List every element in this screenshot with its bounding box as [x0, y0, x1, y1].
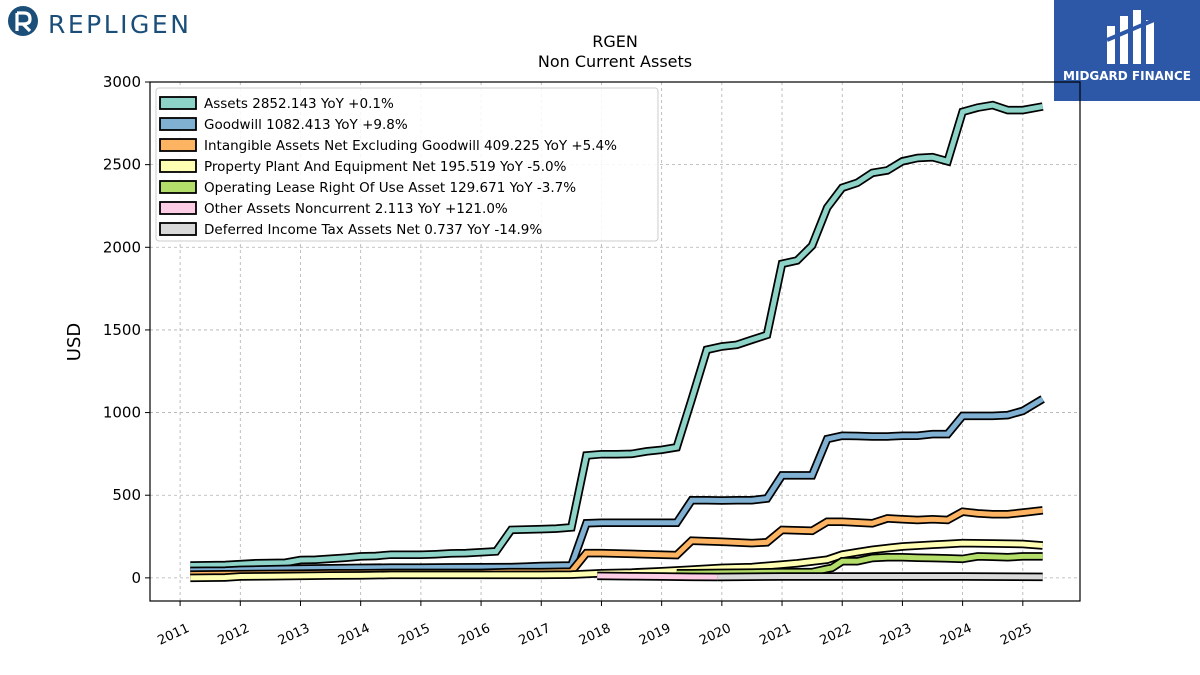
y-tick-label: 2500 — [103, 156, 141, 174]
y-axis: 0 500 1000 1500 2000 2500 3000 — [103, 73, 150, 587]
x-tick-label: 2021 — [757, 621, 793, 649]
x-tick-label: 2016 — [456, 621, 492, 649]
chart-subtitle: Non Current Assets — [538, 52, 692, 71]
x-tick-label: 2024 — [938, 621, 974, 649]
x-tick-label: 2023 — [878, 621, 914, 649]
legend-item: Operating Lease Right Of Use Asset 129.6… — [204, 180, 576, 196]
series-line-operating-lease-right-of-use-asset — [676, 553, 1043, 576]
repligen-logo-icon — [8, 6, 38, 36]
midgard-logo-mark-icon — [1106, 10, 1155, 64]
x-tick-label: 2014 — [336, 621, 372, 649]
x-tick-label: 2017 — [517, 621, 553, 649]
legend-swatch — [159, 222, 197, 236]
legend-item: Assets 2852.143 YoY +0.1% — [204, 96, 394, 112]
x-tick-label: 2011 — [155, 621, 191, 649]
x-tick-label: 2020 — [697, 621, 733, 649]
x-tick-label: 2019 — [637, 621, 673, 649]
legend-item: Other Assets Noncurrent 2.113 YoY +121.0… — [204, 201, 508, 217]
y-axis-label: USD — [64, 323, 85, 361]
legend-box — [155, 87, 659, 242]
series-line-deferred-income-tax-assets-net — [717, 574, 1043, 580]
legend: Assets 2852.143 YoY +0.1% Goodwill 1082.4… — [155, 87, 659, 242]
y-tick-label: 1000 — [103, 404, 141, 422]
chart-title: RGEN — [592, 32, 638, 51]
midgard-logo-text: MIDGARD FINANCE — [1063, 69, 1191, 83]
y-tick-label: 500 — [112, 486, 141, 504]
legend-swatch — [159, 117, 197, 131]
y-tick-label: 1500 — [103, 321, 141, 339]
series-layer — [190, 100, 1045, 583]
legend-swatch — [159, 201, 197, 215]
x-tick-label: 2012 — [216, 621, 252, 649]
series-line-assets — [190, 102, 1044, 568]
x-tick-label: 2018 — [577, 621, 613, 649]
x-tick-label: 2022 — [818, 621, 854, 649]
legend-swatch — [159, 138, 197, 152]
x-tick-label: 2015 — [396, 621, 432, 649]
y-tick-label: 0 — [131, 569, 141, 587]
repligen-logo-text: REPLIGEN — [48, 10, 192, 39]
repligen-logo: REPLIGEN — [6, 4, 206, 42]
y-tick-label: 3000 — [103, 73, 141, 91]
y-tick-label: 2000 — [103, 238, 141, 256]
legend-item: Property Plant And Equipment Net 195.519… — [204, 159, 567, 175]
legend-swatch — [159, 96, 197, 110]
legend-swatch — [159, 159, 197, 173]
legend-item: Goodwill 1082.413 YoY +9.8% — [204, 117, 408, 133]
series-line-other-assets-noncurrent — [597, 573, 718, 580]
plot-frame — [149, 81, 1081, 602]
legend-item: Intangible Assets Net Excluding Goodwill… — [204, 138, 617, 154]
x-tick-label: 2013 — [276, 621, 312, 649]
midgard-finance-logo: MIDGARD FINANCE — [1054, 0, 1200, 101]
x-tick-label: 2025 — [998, 621, 1034, 649]
legend-swatch — [159, 180, 197, 194]
x-axis: 2011 2012 2013 2014 2015 2016 2017 2018 2019 2020… — [155, 601, 1035, 649]
legend-item: Deferred Income Tax Assets Net 0.737 YoY… — [204, 222, 542, 238]
series-line-goodwill — [190, 396, 1044, 574]
